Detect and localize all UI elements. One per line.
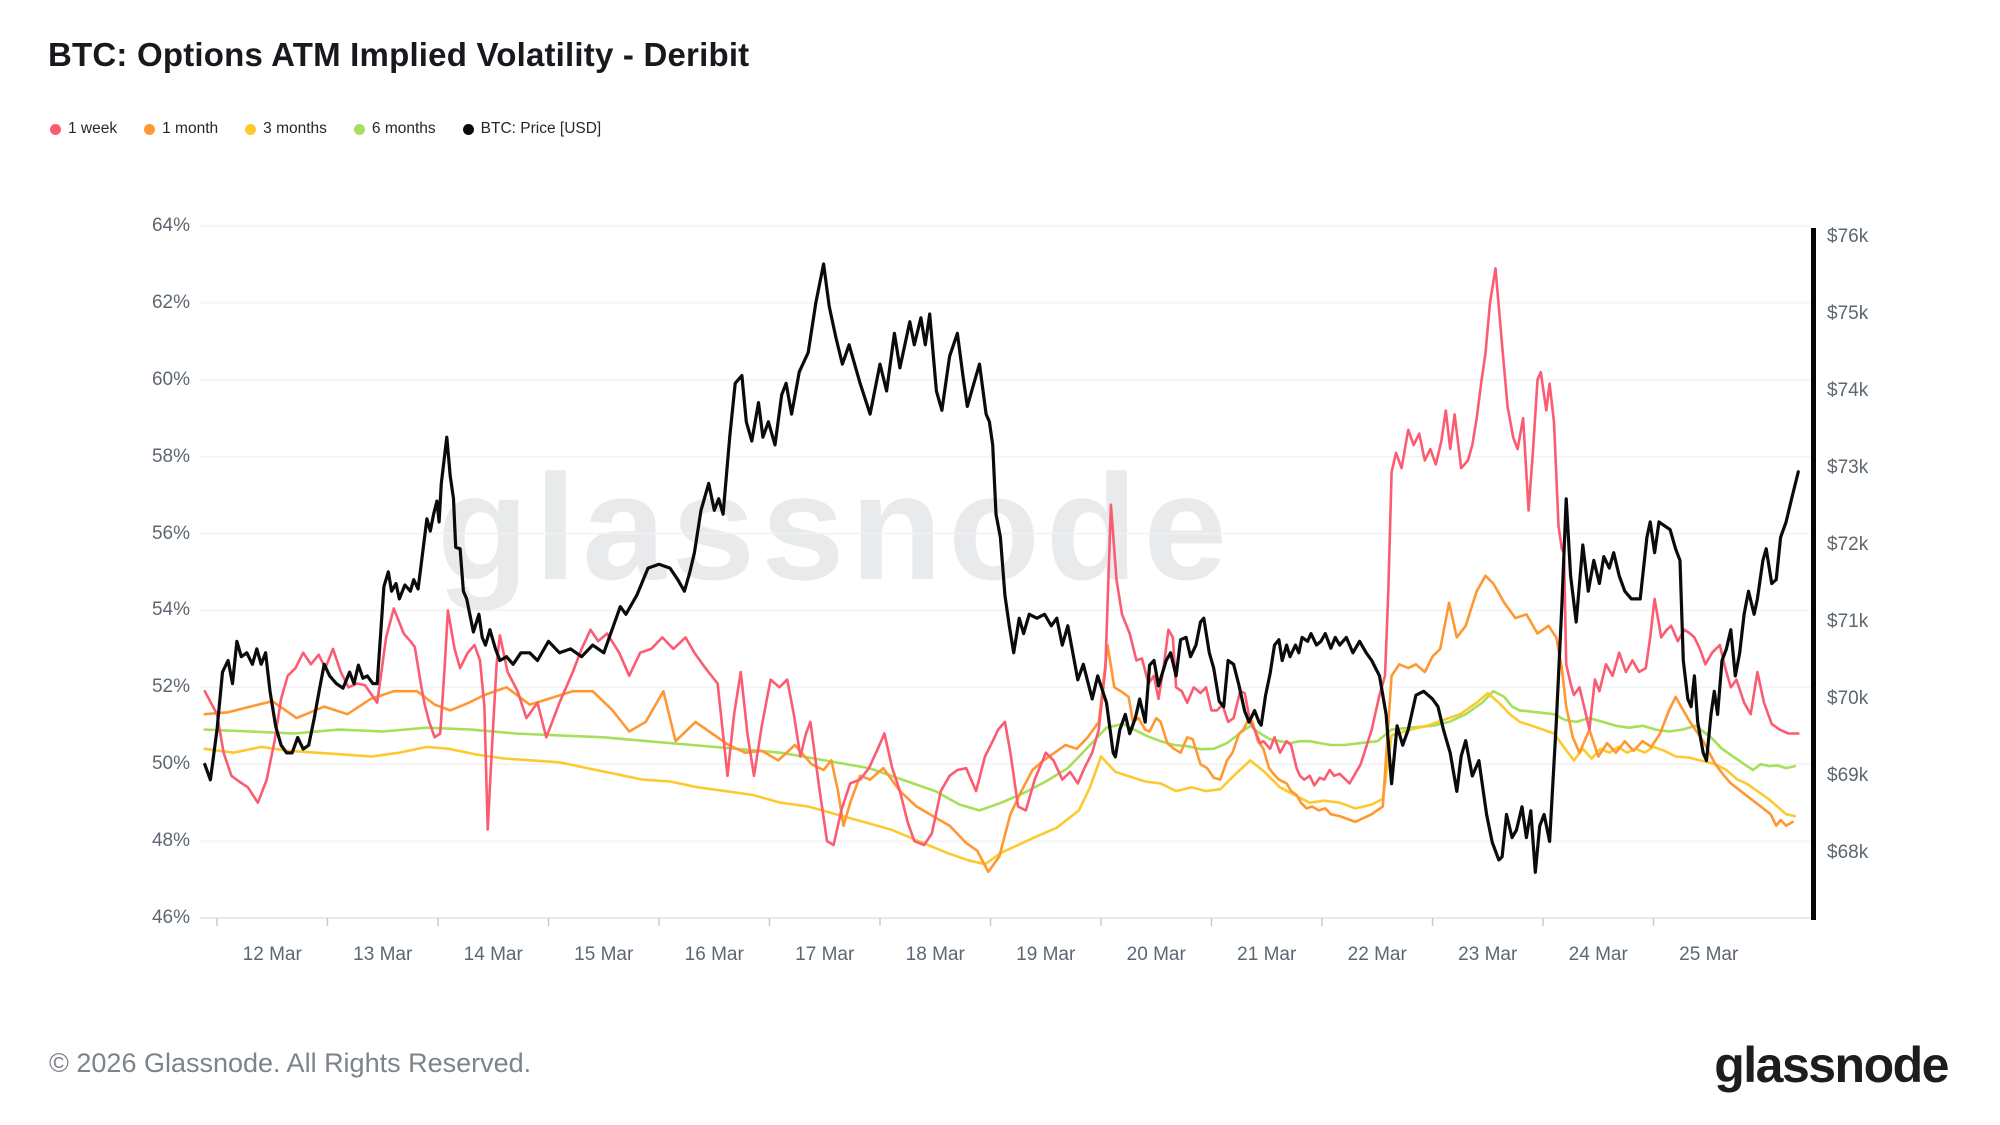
y-axis-label-right: $75k bbox=[1827, 303, 1869, 324]
y-axis-label-right: $76k bbox=[1827, 226, 1869, 247]
series-line-btc-price-usd- bbox=[203, 262, 1800, 874]
y-axis-label-left: 64% bbox=[151, 215, 190, 236]
legend-item-6-months[interactable]: 6 months bbox=[353, 120, 436, 138]
x-axis-label: 15 Mar bbox=[574, 944, 634, 965]
y-axis-label-right: $70k bbox=[1827, 688, 1869, 709]
legend-item-1-month[interactable]: 1 month bbox=[144, 120, 218, 138]
legend-item-btc-price[interactable]: BTC: Price [USD] bbox=[462, 120, 602, 138]
glassnode-logo: glassnode bbox=[1714, 1037, 1949, 1093]
y-axis-label-right: $74k bbox=[1827, 380, 1869, 401]
x-axis-label: 14 Mar bbox=[463, 944, 523, 965]
x-axis-label: 13 Mar bbox=[353, 944, 413, 965]
y-axis-label-right: $73k bbox=[1827, 457, 1869, 478]
1-week-dot-icon bbox=[50, 123, 61, 135]
x-axis-label: 16 Mar bbox=[684, 944, 744, 965]
x-axis-label: 23 Mar bbox=[1458, 944, 1518, 965]
x-axis-label: 12 Mar bbox=[242, 944, 302, 965]
legend-label: 1 week bbox=[68, 120, 118, 137]
y-axis-label-left: 46% bbox=[151, 907, 190, 928]
btc-price-dot-icon bbox=[462, 123, 474, 135]
x-axis-label: 22 Mar bbox=[1347, 944, 1407, 965]
legend-item-3-months[interactable]: 3 months bbox=[245, 120, 327, 138]
y-axis-label-right: $71k bbox=[1827, 611, 1869, 632]
y-axis-label-left: 60% bbox=[151, 368, 190, 390]
y-axis-label-left: 58% bbox=[151, 445, 190, 467]
y-axis-label-left: 56% bbox=[151, 522, 190, 544]
price-axis-bar bbox=[1811, 228, 1816, 920]
1-month-dot-icon bbox=[144, 123, 156, 135]
x-axis-label: 20 Mar bbox=[1126, 944, 1186, 965]
legend-item-1-week[interactable]: 1 week bbox=[50, 120, 117, 138]
y-axis-label-left: 54% bbox=[151, 599, 190, 621]
x-axis-label: 19 Mar bbox=[1016, 944, 1076, 965]
x-axis-label: 21 Mar bbox=[1237, 944, 1297, 965]
legend: 1 week 1 month 3 months 6 months BTC: Pr… bbox=[50, 120, 601, 138]
footer-copyright: © 2026 Glassnode. All Rights Reserved. bbox=[49, 1048, 532, 1078]
legend-label: 1 month bbox=[162, 120, 219, 137]
y-axis-label-right: $72k bbox=[1827, 534, 1869, 555]
legend-label: BTC: Price [USD] bbox=[480, 120, 602, 137]
y-axis-label-left: 52% bbox=[151, 676, 190, 698]
y-axis-label-right: $69k bbox=[1827, 765, 1869, 786]
x-axis-label: 18 Mar bbox=[905, 944, 965, 965]
series-line-1-week bbox=[203, 267, 1800, 847]
x-axis-label: 17 Mar bbox=[795, 944, 855, 965]
y-axis-label-right: $68k bbox=[1827, 842, 1869, 863]
3-months-dot-icon bbox=[245, 123, 257, 135]
glassnode-watermark: glassnode bbox=[437, 443, 1233, 611]
series-line-1-month bbox=[203, 574, 1794, 874]
legend-label: 3 months bbox=[263, 120, 327, 137]
page-title: BTC: Options ATM Implied Volatility - De… bbox=[48, 36, 750, 73]
y-axis-label-left: 62% bbox=[151, 291, 190, 313]
x-axis-label: 25 Mar bbox=[1679, 944, 1739, 965]
y-axis-label-left: 50% bbox=[151, 753, 190, 775]
legend-label: 6 months bbox=[371, 120, 436, 137]
6-months-dot-icon bbox=[353, 123, 365, 135]
y-axis-label-left: 48% bbox=[151, 830, 190, 852]
x-axis-label: 24 Mar bbox=[1568, 944, 1628, 965]
